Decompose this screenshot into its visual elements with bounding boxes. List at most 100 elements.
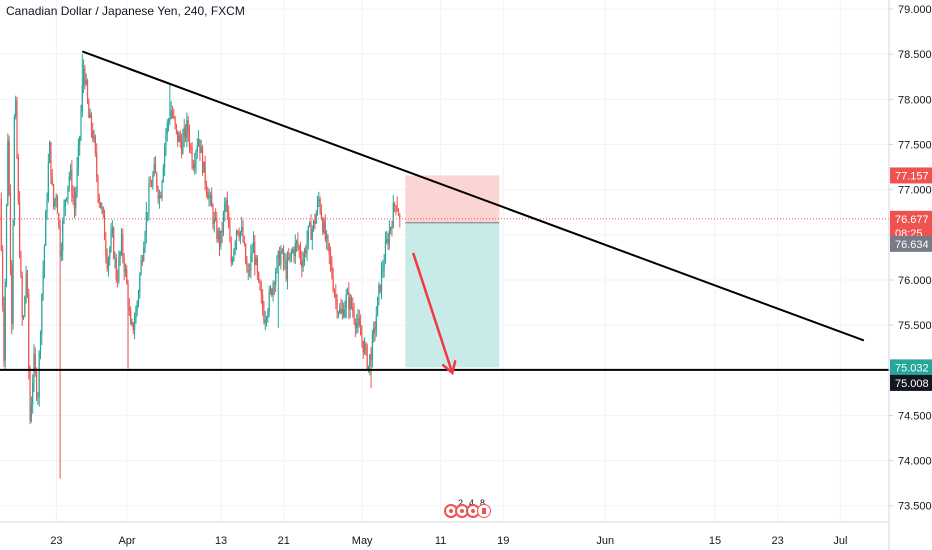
candle-body [55, 196, 57, 199]
candle-body [20, 255, 22, 276]
candle-body [46, 200, 48, 213]
candle-body [280, 252, 282, 265]
candle-body [256, 257, 258, 273]
candle-body [298, 246, 300, 250]
candle-body [259, 280, 261, 290]
candle-body [45, 212, 47, 246]
candle-body [39, 334, 42, 353]
candle-body [174, 117, 176, 125]
y-tick-label: 74.500 [898, 410, 932, 422]
price-badge [890, 235, 932, 252]
candle-body [89, 114, 91, 118]
candle-body [157, 188, 159, 199]
price-axis[interactable] [889, 0, 932, 550]
candle-body [116, 279, 119, 281]
candle-body [154, 163, 157, 174]
candle-body [348, 292, 350, 310]
candle-body [234, 242, 236, 250]
candle-body [306, 240, 308, 253]
candle-body [161, 181, 163, 198]
candle-body [328, 243, 330, 255]
candle-body [120, 234, 123, 253]
candle-body [391, 227, 393, 229]
candle-body [196, 145, 198, 153]
candle-body [273, 283, 275, 285]
candle-body [216, 219, 218, 240]
candle-body [272, 283, 274, 296]
candle-body [69, 169, 72, 176]
candle-body [149, 185, 151, 187]
candle-body [316, 201, 319, 214]
candle-body [139, 274, 141, 293]
down-arrow-icon[interactable] [411, 252, 454, 374]
candle-body [285, 261, 287, 279]
candle-body [226, 200, 228, 212]
candle-body [83, 68, 85, 86]
candle-body [106, 254, 108, 269]
candle-body [51, 178, 53, 185]
candle-body [3, 306, 5, 361]
candle-body [241, 227, 243, 232]
candle-body [148, 185, 150, 213]
candle-body [63, 206, 65, 222]
candle-body [137, 292, 140, 302]
candle-body [49, 142, 51, 163]
candle-body [275, 272, 277, 285]
candle-body [187, 120, 189, 134]
candle-body [26, 273, 29, 294]
candle-body [54, 198, 56, 207]
candle-body [195, 152, 197, 164]
candle-body [34, 354, 36, 371]
candle-body [353, 311, 355, 322]
candle-body [21, 275, 23, 318]
candle-body [303, 250, 306, 262]
price-badge-label: 76.677 [895, 214, 929, 226]
take-profit-zone[interactable] [405, 222, 500, 368]
candle-body [384, 241, 387, 263]
candle-body [131, 322, 133, 324]
candle-body [17, 157, 19, 202]
candle-body [122, 234, 124, 258]
candle-body [265, 318, 268, 320]
candle-body [203, 161, 205, 173]
candle-body [363, 344, 366, 353]
candle-body [191, 147, 193, 166]
candle-body [318, 199, 320, 202]
candle-body [103, 213, 106, 240]
candle-body [242, 227, 244, 242]
y-tick-label: 78.000 [898, 94, 932, 106]
candle-body [336, 298, 338, 313]
candle-body [382, 269, 384, 271]
candle-body [329, 254, 332, 262]
candle-body [337, 312, 340, 314]
candle-body [327, 235, 329, 244]
candle-body [105, 239, 107, 255]
candle-body [22, 316, 25, 318]
candle-body [201, 147, 204, 173]
candle-body [37, 396, 39, 398]
stop-loss-zone[interactable] [405, 175, 500, 223]
candle-body [59, 225, 61, 257]
x-tick-label: Jun [596, 535, 614, 547]
candle-body [388, 229, 390, 245]
descending-trendline[interactable] [81, 50, 865, 342]
candle-body [252, 241, 255, 253]
candle-body [393, 203, 396, 206]
x-tick-label: 21 [278, 535, 290, 547]
candle-body [86, 80, 89, 102]
candle-body [246, 263, 248, 271]
candle-body [102, 207, 104, 214]
candle-body [279, 251, 281, 265]
candle-body [290, 252, 292, 254]
candle-body [25, 273, 27, 297]
candle-body [188, 133, 191, 147]
candle-body [352, 307, 354, 312]
candle-body [310, 222, 312, 240]
candle-body [144, 233, 146, 249]
candle-body [192, 165, 194, 169]
candle-body [230, 241, 232, 263]
price-badge [890, 210, 932, 227]
canada-flag-icon[interactable] [477, 504, 491, 518]
